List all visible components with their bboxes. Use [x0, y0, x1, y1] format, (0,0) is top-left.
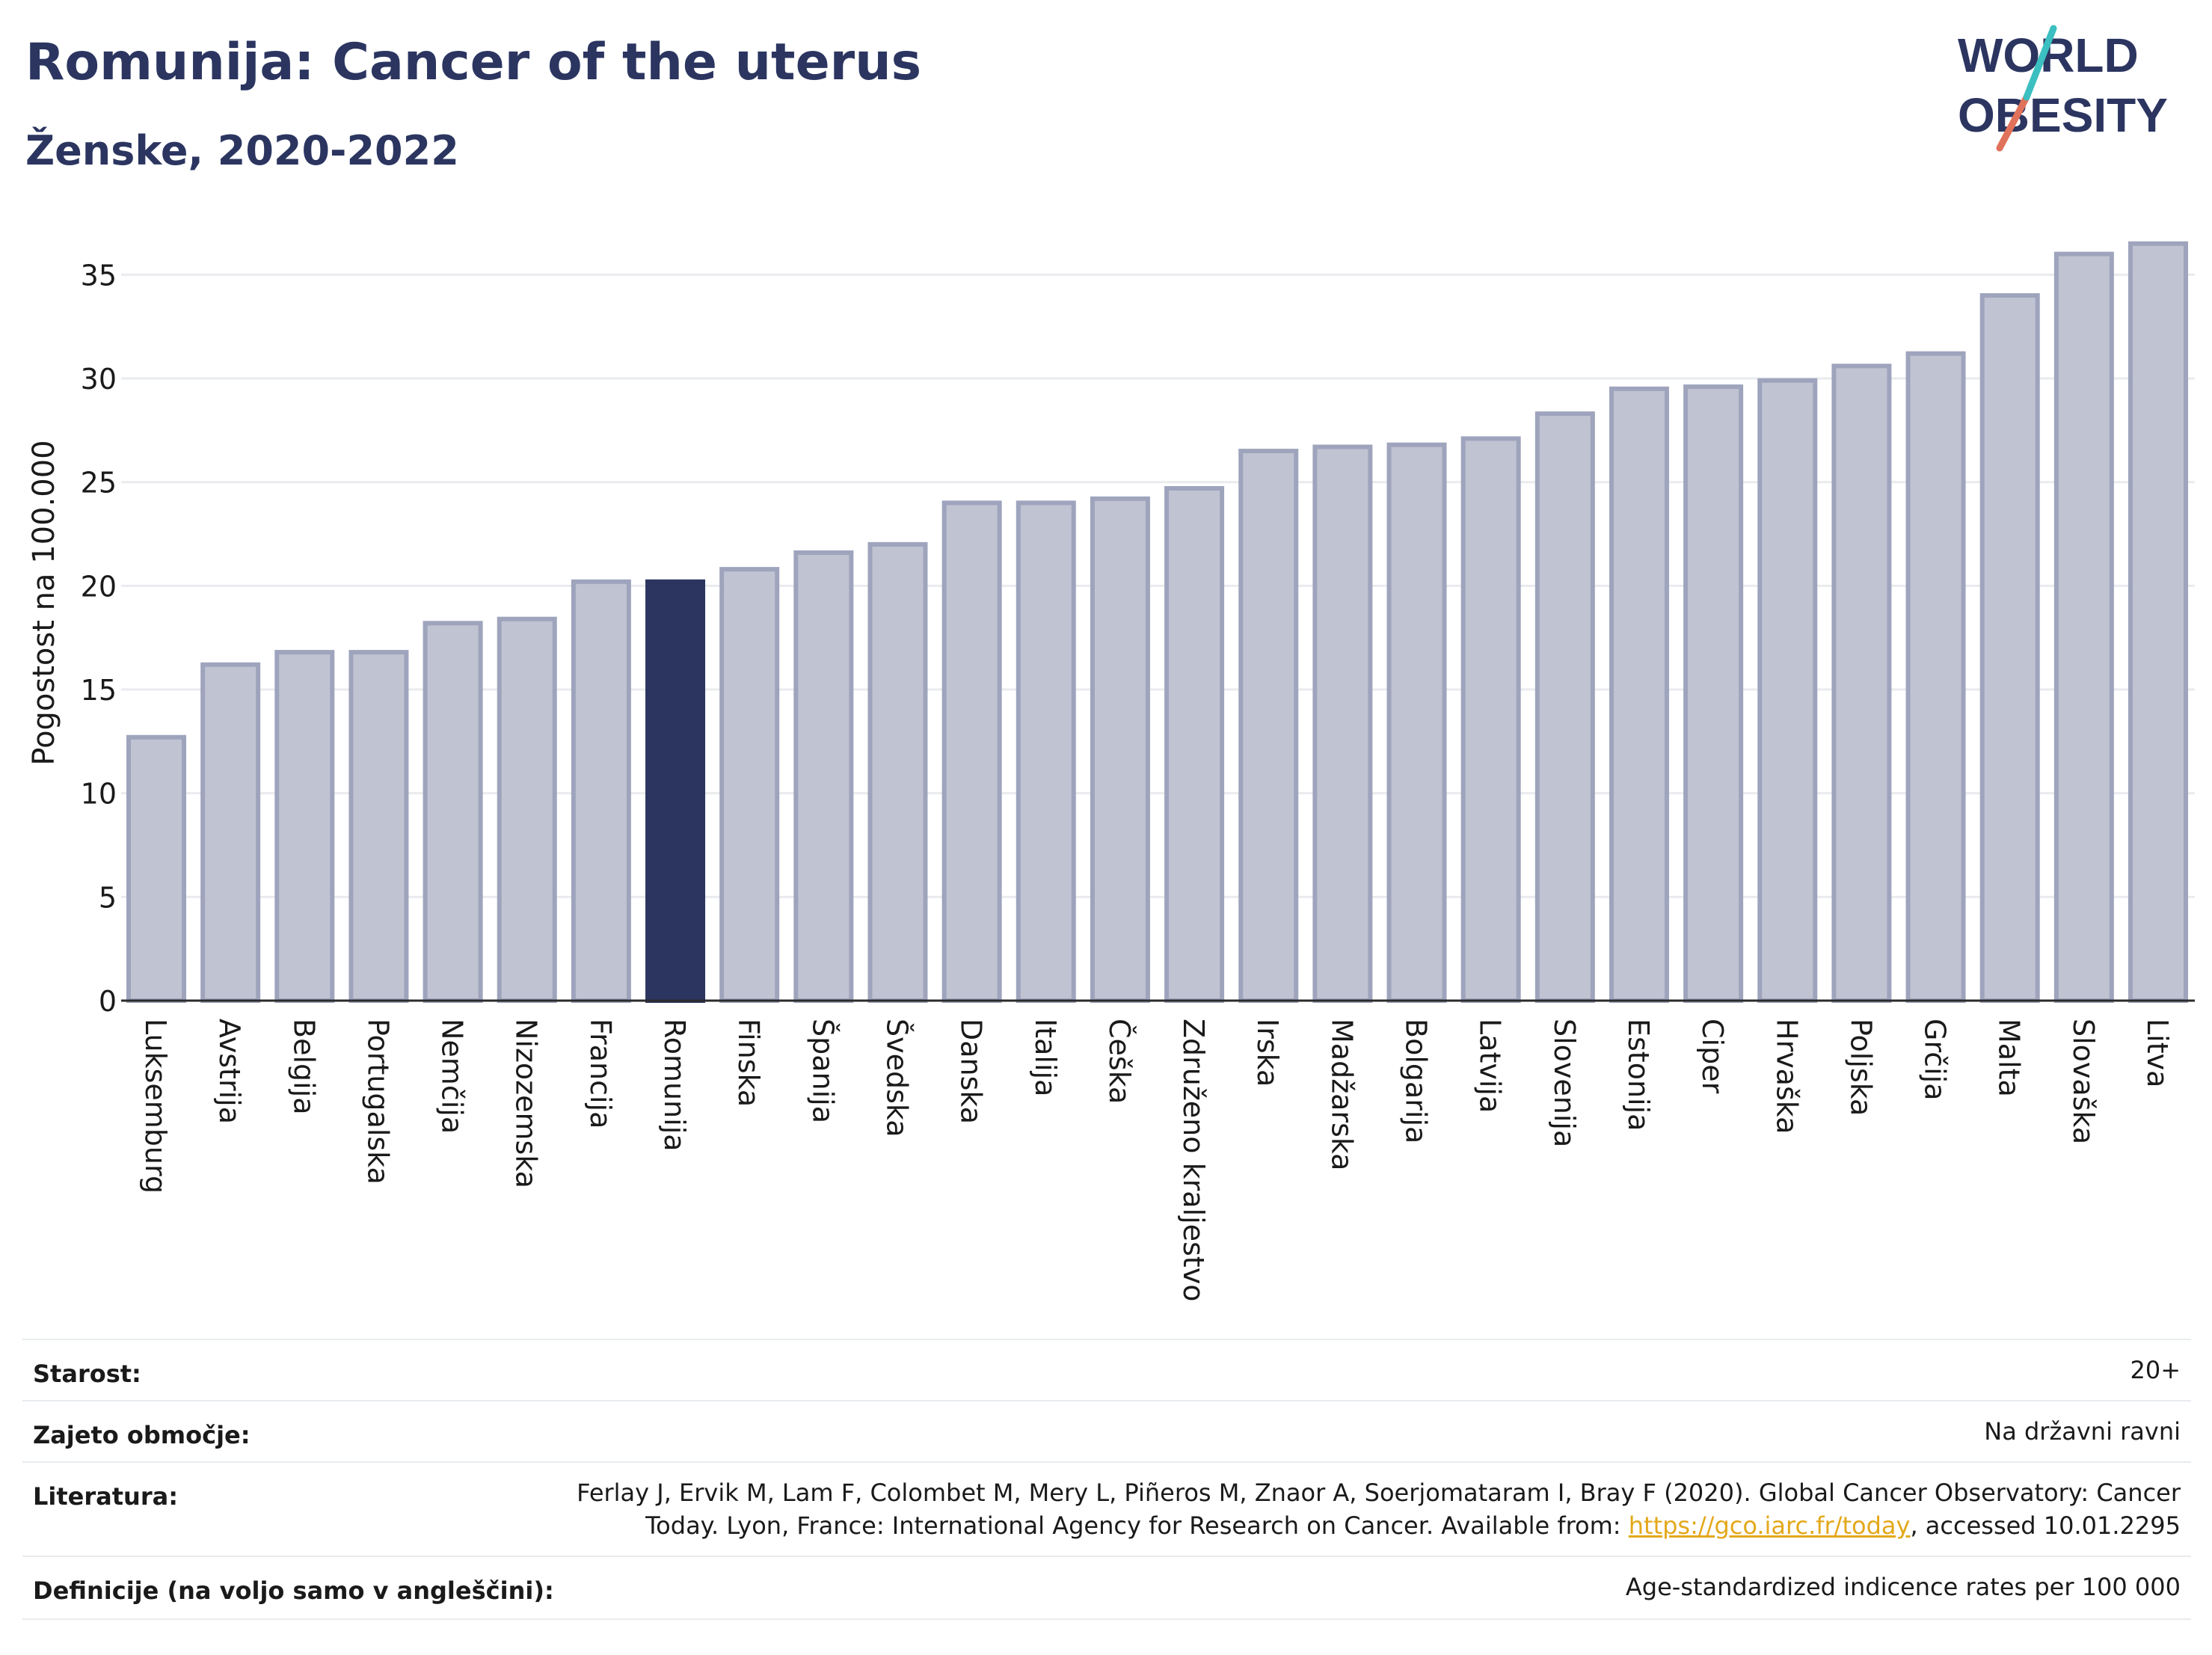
bar-grčija — [1905, 351, 1966, 1004]
info-table: Starost: 20+ Zajeto območje: Na državni … — [22, 1339, 2191, 1623]
info-value-literature: Ferlay J, Ervik M, Lam F, Colombet M, Me… — [577, 1476, 2181, 1542]
x-tick-label: Švedska — [880, 1019, 913, 1137]
x-tick-label: Poljska — [1844, 1019, 1877, 1116]
x-tick-label: Madžarska — [1325, 1019, 1358, 1170]
bar-hrvaška — [1757, 378, 1818, 1004]
bar-madžarska — [1312, 444, 1373, 1003]
x-tick-label: Slovaška — [2067, 1019, 2100, 1144]
info-row-coverage: Zajeto območje: Na državni ravni — [22, 1400, 2191, 1463]
x-tick-label: Romunija — [658, 1019, 691, 1152]
info-label-coverage: Zajeto območje: — [33, 1421, 251, 1449]
y-tick-labels: 0 5 10 15 20 25 30 35 — [81, 259, 117, 1018]
info-label-literature: Literatura: — [33, 1482, 178, 1511]
x-tick-label: Luksemburg — [139, 1019, 172, 1194]
bar-ciper — [1683, 384, 1744, 1003]
bar-luksemburg — [126, 734, 186, 1004]
x-tick-label: Združeno kraljestvo — [1177, 1019, 1210, 1301]
x-tick-label: Ciper — [1696, 1019, 1729, 1094]
x-tick-label: Španija — [806, 1019, 839, 1123]
x-tick-label: Finska — [732, 1019, 765, 1107]
x-tick-label: Litva — [2141, 1019, 2174, 1087]
bar-finska — [719, 567, 780, 1003]
info-bottom-border — [22, 1618, 2191, 1620]
page-title: Romunija: Cancer of the uterus — [25, 33, 922, 92]
info-value-age: 20+ — [2130, 1356, 2181, 1384]
x-tick-label: Irska — [1251, 1019, 1284, 1087]
bar-španija — [793, 550, 854, 1003]
literature-line-2-text: Today. Lyon, France: International Agenc… — [645, 1511, 1629, 1540]
logo-text-bottom: OBESITY — [1958, 88, 2168, 142]
x-tick-label: Slovenija — [1548, 1019, 1581, 1147]
x-tick-label: Francija — [584, 1019, 617, 1129]
bar-chart: 0 5 10 15 20 25 30 35 Luksemburg Avstrija Belgija… — [27, 241, 2195, 1301]
x-tick-label: Grčija — [1919, 1019, 1952, 1101]
x-tick-label: Malta — [1993, 1019, 2026, 1097]
literature-line-1: Ferlay J, Ervik M, Lam F, Colombet M, Me… — [577, 1479, 2181, 1507]
x-tick-label: Estonija — [1622, 1019, 1655, 1131]
y-tick-label: 20 — [81, 570, 117, 603]
x-tick-label: Nizozemska — [510, 1019, 543, 1188]
x-tick-label: Bolgarija — [1400, 1019, 1433, 1143]
bar-francija — [571, 579, 631, 1003]
x-tick-label: Avstrija — [213, 1019, 246, 1124]
bar-nizozemska — [497, 616, 557, 1003]
bar-latvija — [1460, 436, 1521, 1003]
bar-poljska — [1831, 363, 1892, 1003]
y-tick-label: 30 — [81, 363, 117, 396]
logo-slash-coral-icon — [1996, 93, 2030, 152]
info-label-definitions: Definicije (na voljo samo v angleščini): — [33, 1576, 554, 1605]
bars — [126, 241, 2188, 1004]
info-row-definitions: Definicije (na voljo samo v angleščini):… — [22, 1556, 2191, 1620]
info-row-literature: Literatura: Ferlay J, Ervik M, Lam F, Co… — [22, 1461, 2191, 1557]
bar-romunija — [645, 579, 706, 1003]
bar-belgija — [274, 650, 335, 1004]
bar-irska — [1238, 449, 1299, 1003]
bar-litva — [2128, 241, 2188, 1003]
y-axis-label: Pogostost na 100.000 — [27, 440, 61, 765]
info-value-definitions: Age-standardized indicence rates per 100… — [1625, 1573, 2181, 1601]
bar-nemčija — [423, 621, 483, 1004]
x-tick-label: Portugalska — [361, 1019, 394, 1185]
x-tick-label: Češka — [1103, 1019, 1136, 1104]
bar-bolgarija — [1386, 442, 1447, 1003]
logo-slash-teal-icon — [2023, 25, 2057, 101]
bar-češka — [1090, 496, 1150, 1003]
y-tick-label: 25 — [81, 467, 117, 500]
x-tick-label: Belgija — [287, 1019, 320, 1115]
bar-slovenija — [1534, 411, 1595, 1003]
y-tick-label: 35 — [81, 259, 117, 292]
bar-danska — [941, 500, 1002, 1003]
bar-portugalska — [348, 650, 409, 1004]
world-obesity-logo: WORLD OBESITY — [1958, 25, 2168, 152]
bar-švedska — [867, 541, 928, 1003]
x-tick-label: Hrvaška — [1770, 1019, 1803, 1134]
bar-estonija — [1609, 386, 1669, 1003]
info-label-age: Starost: — [33, 1360, 141, 1388]
y-tick-label: 15 — [81, 674, 117, 707]
literature-link[interactable]: https://gco.iarc.fr/today — [1628, 1511, 1911, 1540]
x-tick-label: Italija — [1029, 1019, 1062, 1096]
bar-avstrija — [200, 662, 261, 1003]
x-tick-label: Nemčija — [436, 1019, 469, 1134]
y-tick-label: 10 — [81, 778, 117, 811]
x-tick-labels: Luksemburg Avstrija Belgija Portugalska Nemč… — [139, 1019, 2174, 1301]
literature-line-2: Today. Lyon, France: International Agenc… — [577, 1509, 2181, 1542]
bar-združeno-kraljestvo — [1164, 485, 1225, 1003]
y-tick-label: 5 — [99, 881, 117, 914]
bar-italija — [1016, 500, 1076, 1003]
bar-malta — [1979, 293, 2040, 1004]
literature-after-link: , accessed 10.01.2295 — [1910, 1511, 2181, 1540]
x-tick-label: Latvija — [1474, 1019, 1507, 1113]
info-row-age: Starost: 20+ — [22, 1339, 2191, 1401]
bar-slovaška — [2053, 251, 2114, 1004]
x-tick-label: Danska — [955, 1019, 988, 1124]
page-subtitle: Ženske, 2020-2022 — [25, 127, 459, 174]
y-tick-label: 0 — [99, 985, 117, 1018]
info-value-coverage: Na državni ravni — [1984, 1417, 2181, 1446]
